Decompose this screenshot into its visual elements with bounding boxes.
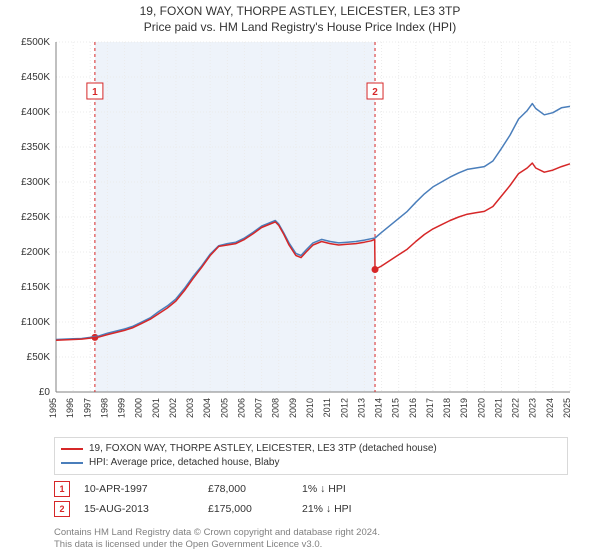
legend-item: HPI: Average price, detached house, Blab… (61, 456, 561, 470)
svg-text:1998: 1998 (99, 398, 109, 418)
svg-text:2019: 2019 (459, 398, 469, 418)
svg-text:2004: 2004 (202, 398, 212, 418)
svg-text:£350K: £350K (21, 142, 50, 153)
svg-text:£400K: £400K (21, 107, 50, 118)
svg-text:£450K: £450K (21, 72, 50, 83)
svg-text:2010: 2010 (305, 398, 315, 418)
svg-text:2006: 2006 (236, 398, 246, 418)
svg-text:2005: 2005 (219, 398, 229, 418)
svg-text:2012: 2012 (339, 398, 349, 418)
legend-item: 19, FOXON WAY, THORPE ASTLEY, LEICESTER,… (61, 442, 561, 456)
legend-swatch (61, 448, 83, 450)
svg-text:2000: 2000 (134, 398, 144, 418)
svg-text:2003: 2003 (185, 398, 195, 418)
sale-price: £175,000 (208, 503, 288, 515)
sale-diff: 1% ↓ HPI (302, 483, 568, 495)
sale-diff: 21% ↓ HPI (302, 503, 568, 515)
svg-text:2: 2 (372, 87, 378, 98)
svg-text:£250K: £250K (21, 212, 50, 223)
svg-text:£50K: £50K (27, 352, 51, 363)
svg-text:2021: 2021 (493, 398, 503, 418)
svg-text:2001: 2001 (151, 398, 161, 418)
legend-label: 19, FOXON WAY, THORPE ASTLEY, LEICESTER,… (89, 442, 437, 456)
svg-text:1997: 1997 (82, 398, 92, 418)
legend-label: HPI: Average price, detached house, Blab… (89, 456, 280, 470)
footer-line: This data is licensed under the Open Gov… (54, 539, 568, 551)
svg-text:2008: 2008 (271, 398, 281, 418)
svg-text:2017: 2017 (425, 398, 435, 418)
svg-text:1995: 1995 (48, 398, 58, 418)
svg-text:2011: 2011 (322, 398, 332, 417)
svg-text:2022: 2022 (511, 398, 521, 418)
svg-text:£200K: £200K (21, 247, 50, 258)
svg-text:2014: 2014 (374, 398, 384, 418)
sale-price: £78,000 (208, 483, 288, 495)
sales-table: 1 10-APR-1997 £78,000 1% ↓ HPI 2 15-AUG-… (54, 479, 568, 519)
svg-text:2007: 2007 (254, 398, 264, 418)
svg-text:2020: 2020 (476, 398, 486, 418)
sale-row: 1 10-APR-1997 £78,000 1% ↓ HPI (54, 479, 568, 499)
sale-row: 2 15-AUG-2013 £175,000 21% ↓ HPI (54, 499, 568, 519)
page-subtitle: Price paid vs. HM Land Registry's House … (0, 20, 600, 34)
svg-text:£100K: £100K (21, 317, 50, 328)
sale-date: 15-AUG-2013 (84, 503, 194, 515)
legend: 19, FOXON WAY, THORPE ASTLEY, LEICESTER,… (54, 437, 568, 475)
title-block: 19, FOXON WAY, THORPE ASTLEY, LEICESTER,… (0, 0, 600, 36)
svg-text:£0: £0 (39, 387, 51, 398)
svg-text:2025: 2025 (562, 398, 572, 418)
svg-text:2023: 2023 (528, 398, 538, 418)
svg-text:£300K: £300K (21, 177, 50, 188)
svg-text:2018: 2018 (442, 398, 452, 418)
legend-swatch (61, 462, 83, 464)
svg-text:2009: 2009 (288, 398, 298, 418)
footer: Contains HM Land Registry data © Crown c… (54, 527, 568, 551)
svg-text:2013: 2013 (356, 398, 366, 418)
svg-text:£500K: £500K (21, 37, 50, 48)
svg-text:2024: 2024 (545, 398, 555, 418)
svg-text:2015: 2015 (391, 398, 401, 418)
svg-text:2016: 2016 (408, 398, 418, 418)
svg-text:1999: 1999 (117, 398, 127, 418)
sale-marker-icon: 1 (54, 481, 70, 497)
page-title: 19, FOXON WAY, THORPE ASTLEY, LEICESTER,… (0, 4, 600, 18)
svg-text:2002: 2002 (168, 398, 178, 418)
footer-line: Contains HM Land Registry data © Crown c… (54, 527, 568, 539)
svg-text:£150K: £150K (21, 282, 50, 293)
svg-text:1: 1 (92, 87, 98, 98)
chart-svg: £0 £50K £100K £150K £200K £250K £300K £350K £400… (0, 36, 600, 428)
chart: £0 £50K £100K £150K £200K £250K £300K £350K £400… (0, 36, 600, 431)
sale-marker-icon: 2 (54, 501, 70, 517)
svg-text:1996: 1996 (65, 398, 75, 418)
sale-date: 10-APR-1997 (84, 483, 194, 495)
